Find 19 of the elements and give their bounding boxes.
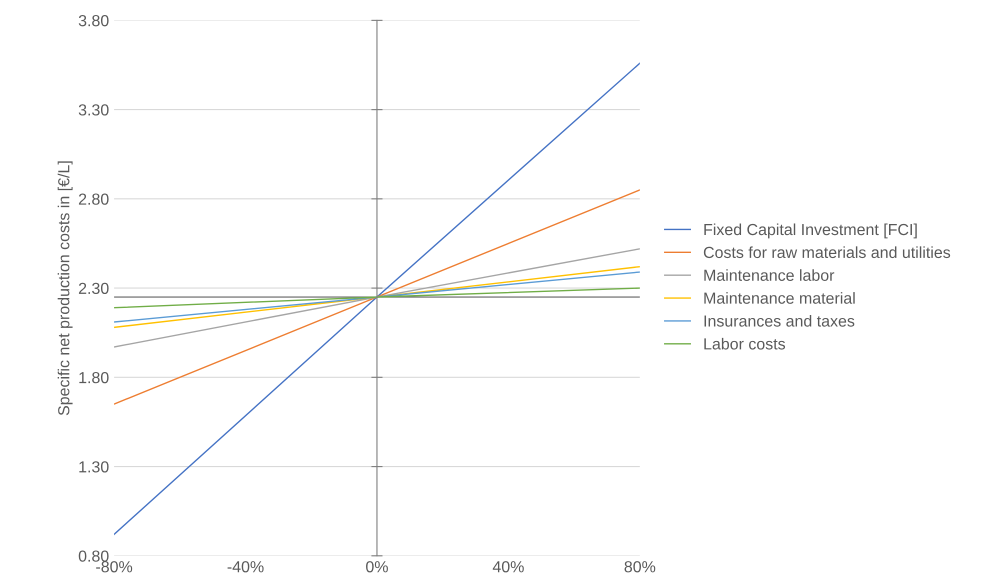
y-tick-label: 1.30 — [79, 461, 109, 473]
y-tick-label: 0.80 — [78, 550, 109, 562]
x-tick-label: -40% — [228, 561, 264, 572]
y-tick-label: 3.30 — [78, 104, 109, 116]
x-tick-label: 0% — [366, 561, 388, 572]
legend-label: Maintenance labor — [704, 269, 834, 281]
y-tick-label: 1.80 — [79, 372, 109, 384]
legend-label: Fixed Capital Investment [FCI] — [704, 223, 917, 238]
y-axis-title: Specific net production costs in [€/L] — [58, 161, 73, 416]
y-tick-label: 3.80 — [78, 15, 109, 26]
legend-label: Costs for raw materials and utilities — [704, 246, 950, 258]
x-tick-label: 40% — [492, 561, 524, 572]
legend-label: Labor costs — [704, 338, 786, 350]
legend-label: Maintenance material — [704, 292, 855, 304]
x-tick-label: -80% — [96, 561, 132, 572]
x-tick-label: 80% — [624, 561, 656, 572]
legend-label: Insurances and taxes — [704, 314, 854, 327]
y-tick-label: 2.80 — [78, 193, 109, 205]
y-tick-label: 2.30 — [78, 282, 109, 294]
